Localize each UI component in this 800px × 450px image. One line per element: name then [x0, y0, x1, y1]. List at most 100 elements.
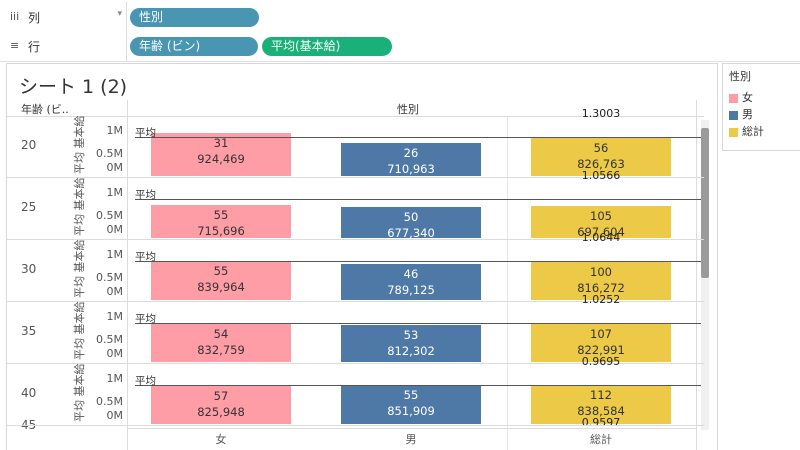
bar-value-label: 839,964	[197, 280, 245, 294]
ratio-label: 1.0644	[581, 231, 621, 244]
bar-value-label: 812,302	[387, 344, 435, 358]
reference-line[interactable]	[135, 261, 701, 262]
legend-swatch	[729, 93, 738, 103]
axis-label-avg-salary: 平均 基本給	[73, 239, 86, 299]
bar-女[interactable]	[151, 324, 291, 362]
bar-count-label: 31	[213, 136, 229, 150]
worksheet[interactable]: シート 1 (2) 年齢 (ビ.. 性別 女 男 総計 45 0.9597 20…	[6, 63, 718, 450]
bar-count-label: 54	[213, 327, 229, 341]
row-header[interactable]: 年齢 (ビ..	[21, 103, 69, 116]
bar-女[interactable]	[151, 386, 291, 424]
vertical-scrollbar[interactable]	[701, 120, 709, 430]
bar-男[interactable]	[341, 325, 481, 362]
bar-value-label: 677,340	[387, 226, 435, 240]
chevron-down-icon[interactable]: ▾	[117, 9, 122, 19]
bar-count-label: 107	[590, 327, 612, 341]
column-label-male: 男	[405, 433, 417, 446]
bar-count-label: 50	[403, 210, 419, 224]
rows-label: 行	[28, 40, 41, 54]
columns-pill-gender[interactable]: 性別	[130, 8, 259, 27]
bar-総計[interactable]	[531, 262, 671, 300]
axis-label-avg-salary: 平均 基本給	[73, 363, 86, 423]
axis-label-avg-salary: 平均 基本給	[73, 301, 86, 361]
bar-総計[interactable]	[531, 138, 671, 176]
bar-男[interactable]	[341, 385, 481, 424]
bar-総計[interactable]	[531, 385, 671, 424]
rows-pill-age-bin[interactable]: 年齢 (ビン)	[130, 37, 258, 56]
legend-label: 総計	[742, 125, 764, 138]
columns-shelf-label: iii 列 ▾	[0, 2, 127, 32]
bar-男[interactable]	[341, 143, 481, 176]
page-title: シート 1 (2)	[19, 76, 128, 98]
reference-line[interactable]	[135, 199, 701, 200]
column-header[interactable]: 性別	[397, 103, 419, 116]
axis-tick-label: 1M	[106, 186, 124, 199]
bar-count-label: 112	[590, 388, 612, 402]
rows-shelf[interactable]: ≡ 行 年齢 (ビン) 平均(基本給)	[0, 31, 800, 62]
bar-count-label: 46	[403, 267, 419, 281]
ratio-label: 1.0252	[581, 293, 621, 306]
reference-line-label: 平均	[135, 189, 156, 201]
bar-value-label: 838,584	[577, 404, 625, 418]
axis-tick-label: 0M	[106, 223, 124, 236]
pane-divider-row	[7, 177, 704, 178]
legend-item-male[interactable]: 男	[729, 106, 753, 121]
bar-count-label: 55	[213, 208, 229, 222]
bar-count-label: 57	[213, 389, 229, 403]
row-age-label: 30	[21, 262, 37, 276]
bar-総計[interactable]	[531, 206, 671, 238]
bar-女[interactable]	[151, 261, 291, 300]
pane-divider-row	[7, 425, 704, 426]
row-age-label: 35	[21, 324, 37, 338]
pane-divider-right	[696, 100, 697, 450]
axis-tick-label: 1M	[106, 124, 124, 137]
legend-label: 男	[742, 108, 753, 121]
bar-value-label: 832,759	[197, 343, 245, 357]
columns-shelf[interactable]: iii 列 ▾ 性別	[0, 2, 800, 33]
legend-swatch	[729, 127, 738, 137]
columns-label: 列	[28, 11, 41, 25]
bar-value-label: 816,272	[577, 281, 625, 295]
column-label-total: 総計	[590, 433, 612, 446]
axis-tick-label: 0M	[106, 285, 124, 298]
column-label-female: 女	[215, 433, 227, 446]
bar-value-label: 697,604	[577, 225, 625, 239]
bar-value-label: 822,991	[577, 343, 625, 357]
bar-count-label: 53	[403, 328, 419, 342]
bar-女[interactable]	[151, 133, 291, 176]
reference-line-label: 平均	[135, 251, 156, 263]
axis-tick-label: 1M	[106, 310, 124, 323]
axis-tick-label: 1M	[106, 248, 124, 261]
legend-swatch	[729, 110, 738, 120]
ratio-label: 1.3003	[581, 107, 621, 120]
legend[interactable]: 性別 女 男 総計	[722, 63, 800, 151]
axis-tick-label: 0M	[106, 409, 124, 422]
bar-総計[interactable]	[531, 324, 671, 362]
legend-item-total[interactable]: 総計	[729, 123, 764, 138]
bar-男[interactable]	[341, 207, 481, 238]
bar-count-label: 26	[403, 146, 419, 160]
footer-divider	[127, 428, 697, 429]
bar-value-label: 826,763	[577, 157, 625, 171]
row-age-label: 40	[21, 386, 37, 400]
row-age-label: 20	[21, 138, 37, 152]
legend-title: 性別	[729, 70, 751, 83]
axis-tick-label: 0.5M	[96, 333, 123, 346]
reference-line-label: 平均	[135, 375, 156, 387]
reference-line[interactable]	[135, 323, 701, 324]
axis-label-avg-salary: 平均 基本給	[73, 177, 86, 237]
bar-value-label: 710,963	[387, 162, 435, 176]
bar-男[interactable]	[341, 264, 481, 300]
pane-divider-row	[7, 363, 704, 364]
reference-line[interactable]	[135, 385, 701, 386]
scrollbar-thumb[interactable]	[701, 128, 709, 278]
bar-value-label: 715,696	[197, 224, 245, 238]
row-age-label: 25	[21, 200, 37, 214]
reference-line[interactable]	[135, 137, 701, 138]
reference-line-label: 平均	[135, 127, 156, 139]
bar-value-label: 851,909	[387, 404, 435, 418]
bar-女[interactable]	[151, 205, 291, 238]
legend-item-female[interactable]: 女	[729, 89, 753, 104]
columns-icon: iii	[10, 10, 20, 23]
rows-pill-avg-salary[interactable]: 平均(基本給)	[262, 37, 392, 56]
